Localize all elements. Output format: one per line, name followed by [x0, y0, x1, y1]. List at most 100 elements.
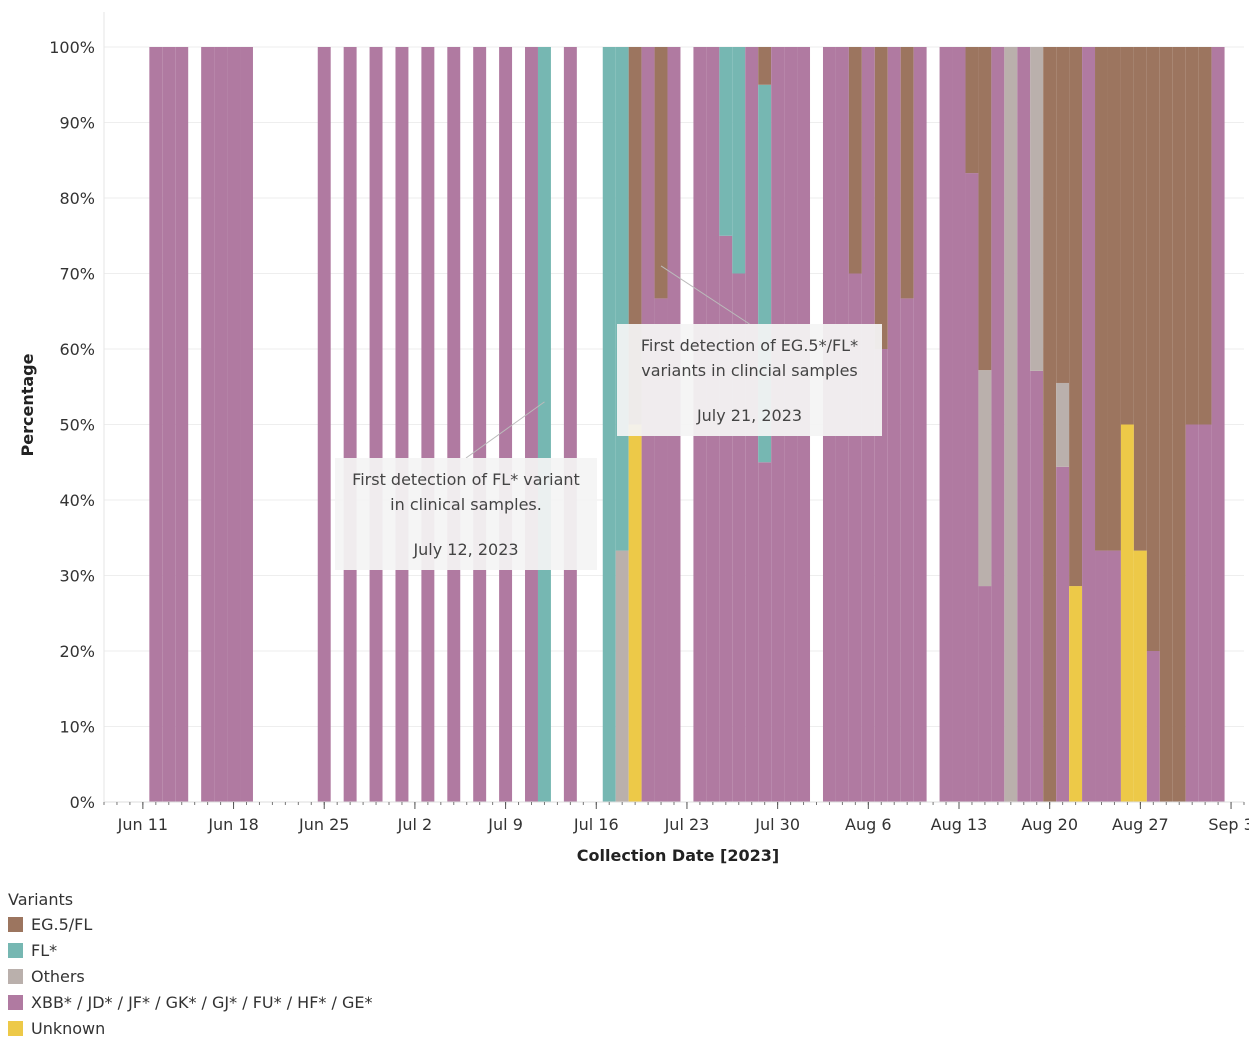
y-tick-label: 60% — [59, 340, 95, 359]
legend-item: XBB* / JD* / JF* / GK* / GJ* / FU* / HF*… — [8, 989, 372, 1015]
y-tick-label: 100% — [49, 38, 95, 57]
bar-segment — [978, 47, 992, 371]
x-tick-label: Aug 13 — [931, 815, 988, 834]
legend-item: EG.5/FL — [8, 911, 372, 937]
bar-segment — [874, 349, 888, 802]
bar-segment — [227, 47, 241, 802]
x-tick-label: Aug 20 — [1021, 815, 1078, 834]
bar-segment — [1146, 651, 1160, 802]
x-tick-label: Aug 27 — [1112, 815, 1169, 834]
x-tick-label: Aug 6 — [845, 815, 892, 834]
legend-label: XBB* / JD* / JF* / GK* / GJ* / FU* / HF*… — [31, 992, 373, 1012]
bar-segment — [1198, 424, 1212, 802]
bar-segment — [602, 47, 616, 802]
bar-segment — [848, 47, 862, 274]
bar-segment — [525, 47, 538, 802]
annotation-leader-line — [465, 401, 545, 459]
legend-label: Unknown — [31, 1018, 106, 1038]
bar-segment — [887, 47, 901, 802]
bar-segment — [1133, 47, 1147, 551]
bar-segment — [1172, 47, 1186, 802]
bar-segment — [175, 47, 189, 802]
bar-segment — [900, 47, 914, 299]
annotation-text: variants in clincial samples — [641, 361, 858, 380]
bar-segment — [1185, 424, 1199, 802]
x-tick-label: Jun 11 — [117, 815, 168, 834]
x-tick-label: Jun 18 — [207, 815, 258, 834]
bar-segment — [939, 47, 953, 802]
bar-segment — [1095, 47, 1108, 551]
bar-segment — [1185, 47, 1199, 425]
bar-segment — [719, 47, 733, 236]
bar-segment — [1056, 47, 1070, 383]
annotation-date: July 12, 2023 — [412, 540, 518, 559]
bar-segment — [1107, 550, 1121, 802]
legend-item: Unknown — [8, 1015, 372, 1041]
bar-segment — [1107, 47, 1121, 551]
x-tick-label: Jul 23 — [664, 815, 710, 834]
y-tick-label: 50% — [59, 416, 95, 435]
bar-segment — [1211, 47, 1225, 802]
y-tick-label: 40% — [59, 491, 95, 510]
bar-segment — [719, 235, 733, 802]
y-axis-title: Percentage — [18, 353, 37, 456]
bar-segment — [162, 47, 176, 802]
bar-segment — [1030, 370, 1044, 802]
y-tick-label: 80% — [59, 189, 95, 208]
y-tick-label: 90% — [59, 114, 95, 133]
bar-segment — [537, 47, 551, 802]
bar-segment — [369, 47, 383, 802]
bar-segment — [965, 47, 979, 174]
bar-segment — [201, 47, 215, 802]
annotation-date: July 21, 2023 — [696, 406, 802, 425]
bar-segment — [1069, 586, 1083, 802]
bar-segment — [900, 298, 914, 802]
x-axis-title: Collection Date [2023] — [577, 846, 779, 865]
bar-segment — [1017, 47, 1031, 802]
bar-segment — [874, 47, 888, 349]
bar-segment — [343, 47, 357, 802]
bar-segment — [1056, 466, 1070, 802]
bar-segment — [1030, 47, 1044, 371]
legend-items: EG.5/FL FL* Others XBB* / JD* / JF* / GK* /… — [8, 911, 372, 1041]
x-axis: Jun 11 Jun 18 Jun 25 Jul 2 Jul 9 Jul 16 Jul 23… — [103, 801, 1249, 834]
bar-segment — [1120, 424, 1134, 802]
x-tick-label: Sep 3 — [1208, 815, 1249, 834]
bar-segment — [149, 47, 163, 802]
bar-segment — [615, 47, 629, 551]
legend-swatch — [8, 1020, 23, 1036]
bar-segment — [1069, 47, 1083, 587]
variant-percentage-chart: 0% 10% 20% 30% 40% 50% 60% 70% 80% 90% 100% Jun 11… — [18, 12, 1249, 865]
bar-segment — [563, 47, 577, 802]
legend-label: Others — [31, 966, 85, 986]
legend-swatch — [8, 968, 23, 984]
y-tick-label: 0% — [70, 793, 95, 812]
bar-segment — [214, 47, 228, 802]
x-tick-label: Jul 2 — [397, 815, 433, 834]
bar-segment — [758, 47, 772, 85]
legend-swatch — [8, 994, 23, 1010]
legend-title: Variants — [8, 890, 74, 909]
bar-segment — [913, 47, 927, 802]
bar-segment — [1159, 47, 1173, 802]
legend-label: FL* — [31, 940, 58, 960]
annotation-text: First detection of FL* variant — [352, 470, 580, 489]
bar-segment — [1120, 47, 1134, 425]
annotations: First detection of FL* variant in clinica… — [335, 265, 882, 570]
annotation-leader-line — [660, 265, 750, 325]
x-tick-label: Jul 9 — [487, 815, 523, 834]
bar-segment — [654, 47, 668, 299]
legend-item: FL* — [8, 937, 372, 963]
bar-segment — [1095, 550, 1108, 802]
x-tick-label: Jul 30 — [754, 815, 800, 834]
bar-segment — [421, 47, 435, 802]
bar-segment — [499, 47, 513, 802]
legend-label: EG.5/FL — [31, 914, 93, 934]
x-tick-label: Jul 16 — [573, 815, 619, 834]
y-tick-label: 20% — [59, 642, 95, 661]
x-tick-label: Jun 25 — [298, 815, 349, 834]
annotation-box — [617, 324, 882, 436]
legend-swatch — [8, 916, 23, 932]
bar-segment — [952, 47, 966, 802]
bar-segment — [395, 47, 409, 802]
